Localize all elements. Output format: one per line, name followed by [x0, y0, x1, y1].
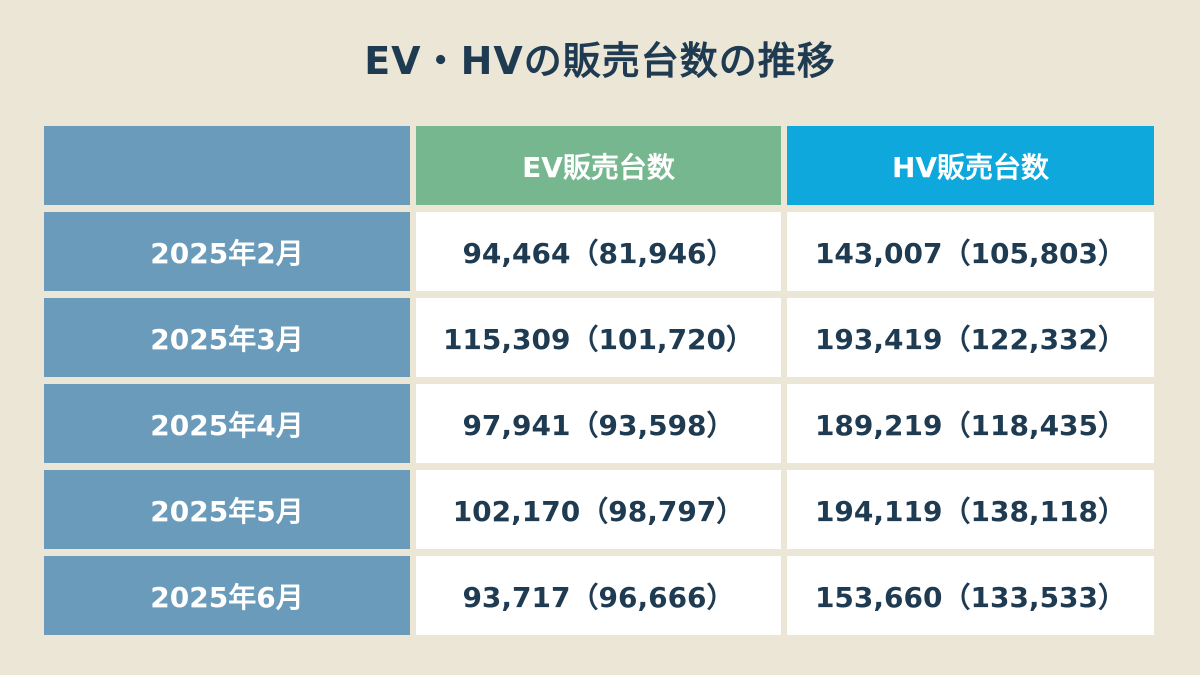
hv-value-may: 194,119（138,118） — [787, 470, 1154, 549]
ev-value-feb: 94,464（81,946） — [416, 212, 781, 291]
hv-value-feb: 143,007（105,803） — [787, 212, 1154, 291]
hv-value-mar: 193,419（122,332） — [787, 298, 1154, 377]
ev-value-jun: 93,717（96,666） — [416, 556, 781, 635]
row-label-feb: 2025年2月 — [44, 212, 410, 291]
row-label-jun: 2025年6月 — [44, 556, 410, 635]
row-label-apr: 2025年4月 — [44, 384, 410, 463]
hv-value-apr: 189,219（118,435） — [787, 384, 1154, 463]
sales-table: EV販売台数 HV販売台数 2025年2月 94,464（81,946） 143… — [44, 126, 1154, 635]
ev-value-apr: 97,941（93,598） — [416, 384, 781, 463]
table-corner-cell — [44, 126, 410, 205]
column-header-ev: EV販売台数 — [416, 126, 781, 205]
ev-value-may: 102,170（98,797） — [416, 470, 781, 549]
hv-value-jun: 153,660（133,533） — [787, 556, 1154, 635]
ev-value-mar: 115,309（101,720） — [416, 298, 781, 377]
column-header-hv: HV販売台数 — [787, 126, 1154, 205]
row-label-may: 2025年5月 — [44, 470, 410, 549]
page-title: EV・HVの販売台数の推移 — [364, 39, 836, 83]
row-label-mar: 2025年3月 — [44, 298, 410, 377]
